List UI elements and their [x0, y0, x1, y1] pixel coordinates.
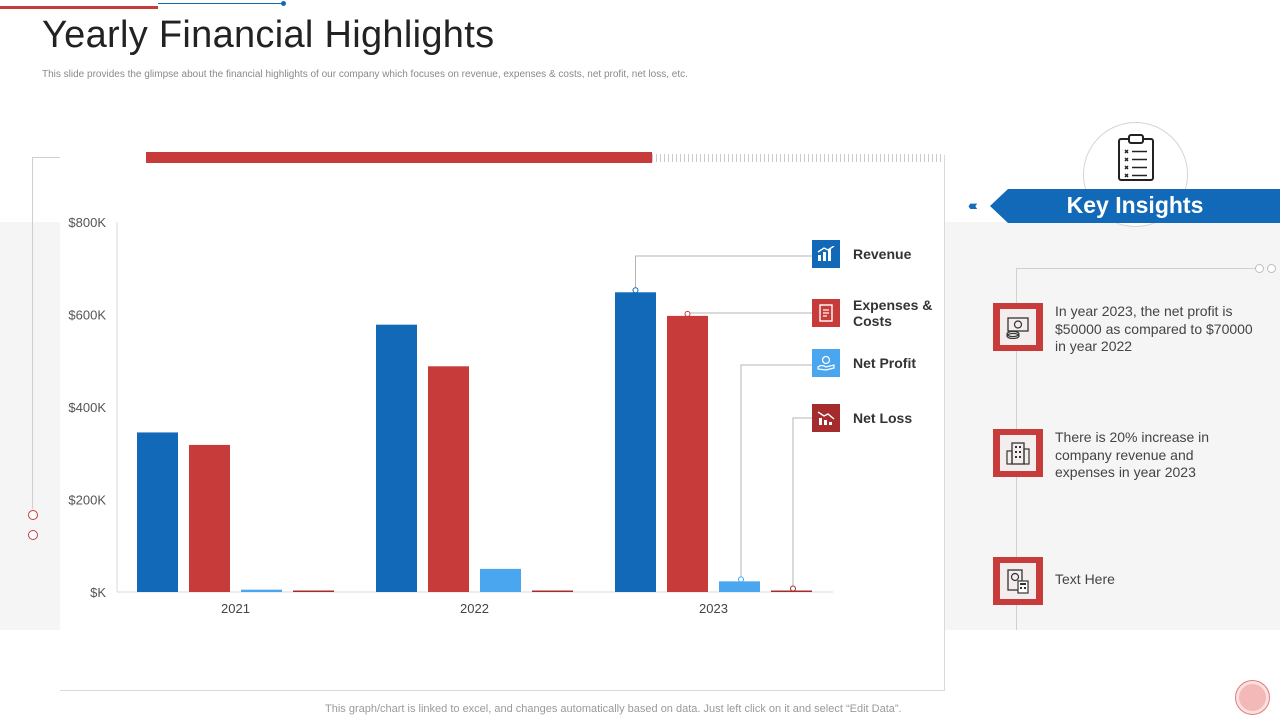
insight-icon-box: [993, 303, 1043, 351]
x-tick-label: 2023: [699, 601, 728, 616]
bar-revenue-2022: [376, 324, 417, 592]
chevrons-left-icon: ‹‹‹‹: [968, 197, 978, 213]
legend-item-expenses[interactable]: Expenses & Costs: [812, 297, 933, 329]
money-coins-icon: [1000, 309, 1036, 345]
top-accent-line: [158, 3, 284, 4]
insights-title: Key Insights: [1066, 192, 1204, 218]
legend-label: Expenses & Costs: [853, 297, 933, 329]
insight-icon-box: [993, 557, 1043, 605]
loss-chart-icon: [812, 404, 840, 432]
callout-connector-line: [635, 255, 822, 290]
bar-net-loss-2023: [771, 590, 812, 592]
corner-decoration-circle-inner: [1239, 684, 1266, 711]
y-tick-label: $800K: [68, 215, 106, 230]
page-subtitle: This slide provides the glimpse about th…: [42, 69, 688, 80]
insight-text: In year 2023, the net profit is $50000 a…: [1055, 303, 1253, 354]
bar-revenue-2021: [137, 432, 178, 592]
y-tick-label: $K: [90, 585, 106, 600]
callout-anchor-dot: [684, 310, 691, 317]
connector-end-circle: [1267, 264, 1276, 273]
insight-icon-box: [993, 429, 1043, 477]
legend-label: Net Loss: [853, 410, 913, 426]
callout-anchor-dot: [790, 585, 796, 592]
y-tick-label: $600K: [68, 308, 106, 323]
legend-item-net-loss[interactable]: Net Loss: [812, 404, 912, 432]
building-icon: [1000, 435, 1036, 471]
insight-text: Text Here: [1055, 571, 1115, 587]
bar-net-profit-2023: [719, 581, 760, 592]
top-accent-bar: [0, 6, 158, 9]
page-title: Yearly Financial Highlights: [42, 14, 495, 56]
profit-hand-icon: [812, 349, 840, 377]
callout-connector-line: [792, 417, 822, 588]
frame-circle-decoration: [28, 530, 38, 540]
bar-net-profit-2022: [480, 568, 521, 592]
background-band-left: [0, 222, 60, 630]
revenue-chart-icon: [812, 240, 840, 268]
y-tick-label: $200K: [68, 493, 106, 508]
bar-expenses-costs-2021: [189, 444, 230, 592]
callout-anchor-dot: [632, 287, 639, 294]
chart-card: [60, 155, 945, 691]
footer-note: This graph/chart is linked to excel, and…: [325, 703, 902, 715]
chart-header-hatch: [652, 154, 944, 162]
bar-net-loss-2021: [293, 590, 334, 592]
bar-revenue-2023: [615, 292, 656, 592]
bar-net-loss-2022: [532, 590, 573, 592]
x-tick-label: 2022: [460, 601, 489, 616]
legend-label: Net Profit: [853, 355, 916, 371]
x-tick-label: 2021: [221, 601, 250, 616]
legend-item-revenue[interactable]: Revenue: [812, 240, 911, 268]
bar-net-profit-2021: [241, 589, 282, 592]
insights-connector-horizontal: [1016, 268, 1256, 269]
connector-end-circle: [1255, 264, 1264, 273]
insights-banner: [990, 189, 1280, 223]
expenses-receipt-icon: [812, 299, 840, 327]
bar-expenses-costs-2023: [667, 315, 708, 592]
y-tick-label: $400K: [68, 400, 106, 415]
callout-connector-line: [740, 364, 822, 579]
callout-anchor-dot: [738, 576, 744, 583]
frame-circle-decoration: [28, 510, 38, 520]
chart-header-bar: [146, 152, 652, 163]
frame-line-left: [32, 157, 33, 509]
legend-label: Revenue: [853, 246, 912, 262]
insight-text: There is 20% increase in company revenue…: [1055, 429, 1210, 480]
calculator-document-icon: [1000, 563, 1036, 599]
legend-item-net-profit[interactable]: Net Profit: [812, 349, 916, 377]
top-accent-dot: [281, 1, 286, 6]
clipboard-checklist-icon: [1117, 134, 1155, 187]
bar-expenses-costs-2022: [428, 366, 469, 592]
